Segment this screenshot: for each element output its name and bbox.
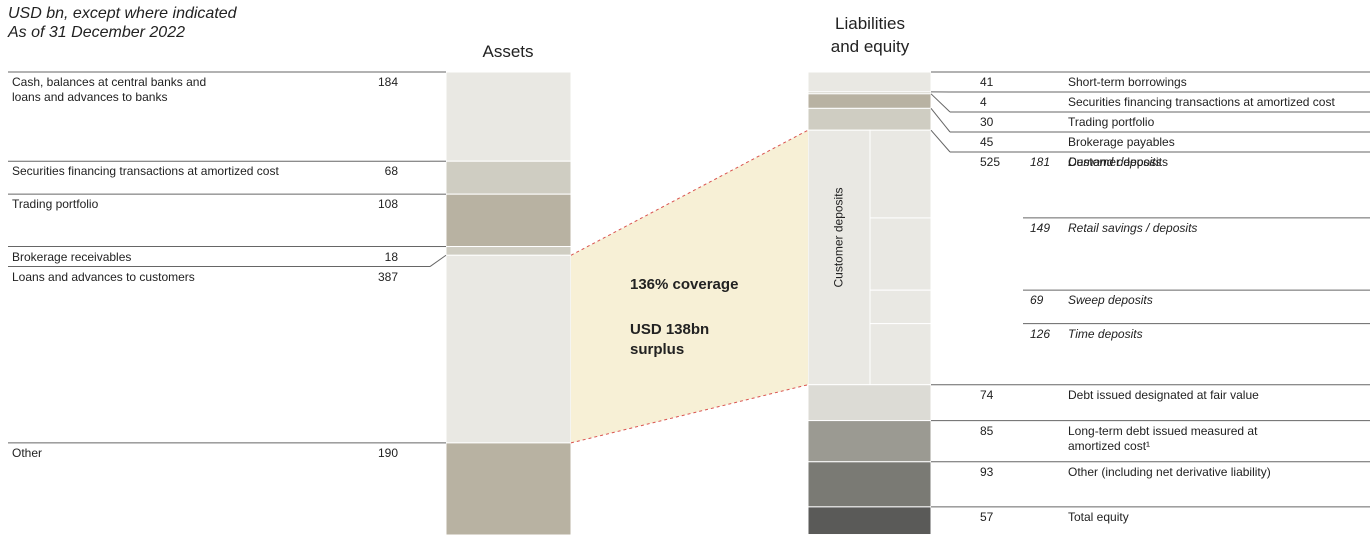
liability-segment (807, 384, 932, 422)
liability-value: 45 (980, 135, 994, 149)
liability-label: Long-term debt issued measured at amorti… (1068, 423, 1258, 453)
deposit-value: 69 (1030, 293, 1044, 308)
asset-label: Loans and advances to customers (12, 269, 195, 284)
deposit-segment (869, 217, 932, 291)
liability-segment (807, 107, 932, 131)
asset-value: 190 (377, 445, 398, 460)
separator (930, 108, 951, 133)
liability-value: 74 (980, 387, 994, 402)
asset-label: Securities financing transactions at amo… (12, 164, 279, 179)
asset-value: 18 (384, 249, 398, 264)
deposit-label: Sweep deposits (1068, 293, 1153, 308)
liability-segment (807, 129, 871, 386)
asset-segment (445, 193, 572, 248)
date: As of 31 December 2022 (8, 24, 185, 41)
liability-label: Trading portfolio (1068, 115, 1155, 129)
coverage-edge (570, 384, 809, 444)
deposit-value: 126 (1030, 326, 1051, 341)
asset-label: Cash, balances at central banks and loan… (12, 75, 207, 104)
assets-title: Assets (482, 42, 534, 61)
deposit-segment (869, 289, 932, 325)
liability-label: Securities financing transactions at amo… (1068, 95, 1335, 109)
liability-label: Customer deposits (831, 187, 846, 288)
liability-label: Short-term borrowings (1068, 75, 1187, 89)
liability-value: 41 (980, 75, 994, 89)
asset-segment (445, 254, 572, 444)
asset-label: Brokerage receivables (12, 249, 132, 264)
asset-segment (445, 71, 572, 162)
liability-segment (807, 71, 932, 93)
liability-value: 93 (980, 464, 994, 479)
asset-label: Trading portfolio (12, 197, 99, 212)
annotation: 136% coverage (630, 276, 739, 293)
separator (930, 93, 951, 113)
asset-value: 108 (377, 197, 398, 212)
liability-segment (807, 506, 932, 535)
separator (429, 254, 447, 267)
asset-value: 68 (384, 164, 398, 179)
deposit-segment (869, 129, 932, 219)
liability-label: Other (including net derivative liabilit… (1068, 464, 1271, 479)
liability-value: 85 (980, 423, 994, 438)
asset-segment (445, 160, 572, 195)
coverage-area (571, 130, 808, 443)
liability-segment (807, 93, 932, 109)
deposit-label: Demand deposits (1068, 155, 1162, 169)
liability-label: Total equity (1068, 509, 1129, 524)
deposit-value: 181 (1030, 155, 1051, 169)
annotation: USD 138bn surplus (630, 321, 710, 358)
deposit-label: Retail savings / deposits (1068, 220, 1198, 235)
liability-value: 525 (980, 155, 1001, 169)
asset-segment (445, 246, 572, 256)
separator (930, 129, 951, 153)
asset-value: 184 (377, 75, 398, 89)
liability-segment (807, 420, 932, 463)
coverage-edge (570, 129, 809, 256)
liability-value: 4 (980, 95, 987, 109)
liability-label: Brokerage payables (1068, 135, 1175, 149)
liability-value: 30 (980, 115, 994, 129)
asset-value: 387 (377, 269, 398, 284)
liability-label: Debt issued designated at fair value (1068, 387, 1259, 402)
liabilities-title: Liabilities and equity (830, 14, 910, 56)
asset-label: Other (12, 445, 43, 460)
deposit-value: 149 (1030, 220, 1051, 235)
asset-segment (445, 442, 572, 535)
liability-label: Customer deposits (1068, 155, 1169, 169)
deposit-segment (869, 323, 932, 386)
liability-value: 57 (980, 509, 994, 524)
deposit-label: Time deposits (1068, 326, 1143, 341)
note: USD bn, except where indicated (8, 5, 237, 22)
liability-segment (807, 461, 932, 508)
